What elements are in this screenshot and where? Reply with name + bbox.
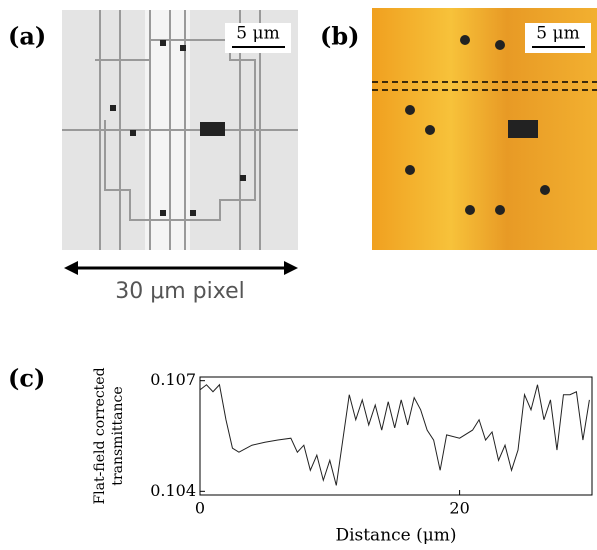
plot-frame bbox=[199, 376, 593, 496]
x-tick-label: 0 bbox=[195, 499, 205, 518]
panel-label: (b) bbox=[320, 22, 360, 51]
data-line bbox=[199, 383, 590, 486]
panel-a-image bbox=[62, 10, 298, 250]
pixel-arrow bbox=[64, 261, 298, 275]
panel-b-image bbox=[372, 8, 597, 250]
y-tick-label: 0.107 bbox=[150, 370, 196, 389]
y-tick-label: 0.104 bbox=[150, 481, 196, 500]
panel-label: (a) bbox=[8, 22, 46, 51]
panel-label: (c) bbox=[8, 364, 45, 393]
scale-bar-label: 5 μm bbox=[236, 24, 279, 44]
x-axis-label: Distance (μm) bbox=[335, 526, 456, 546]
scale-bar-label: 5 μm bbox=[536, 24, 579, 44]
pixel-label: 30 μm pixel bbox=[115, 279, 244, 304]
y-axis-label: transmittance bbox=[110, 386, 126, 485]
x-tick-label: 20 bbox=[449, 499, 469, 518]
y-axis-label: Flat-field corrected bbox=[92, 367, 108, 504]
